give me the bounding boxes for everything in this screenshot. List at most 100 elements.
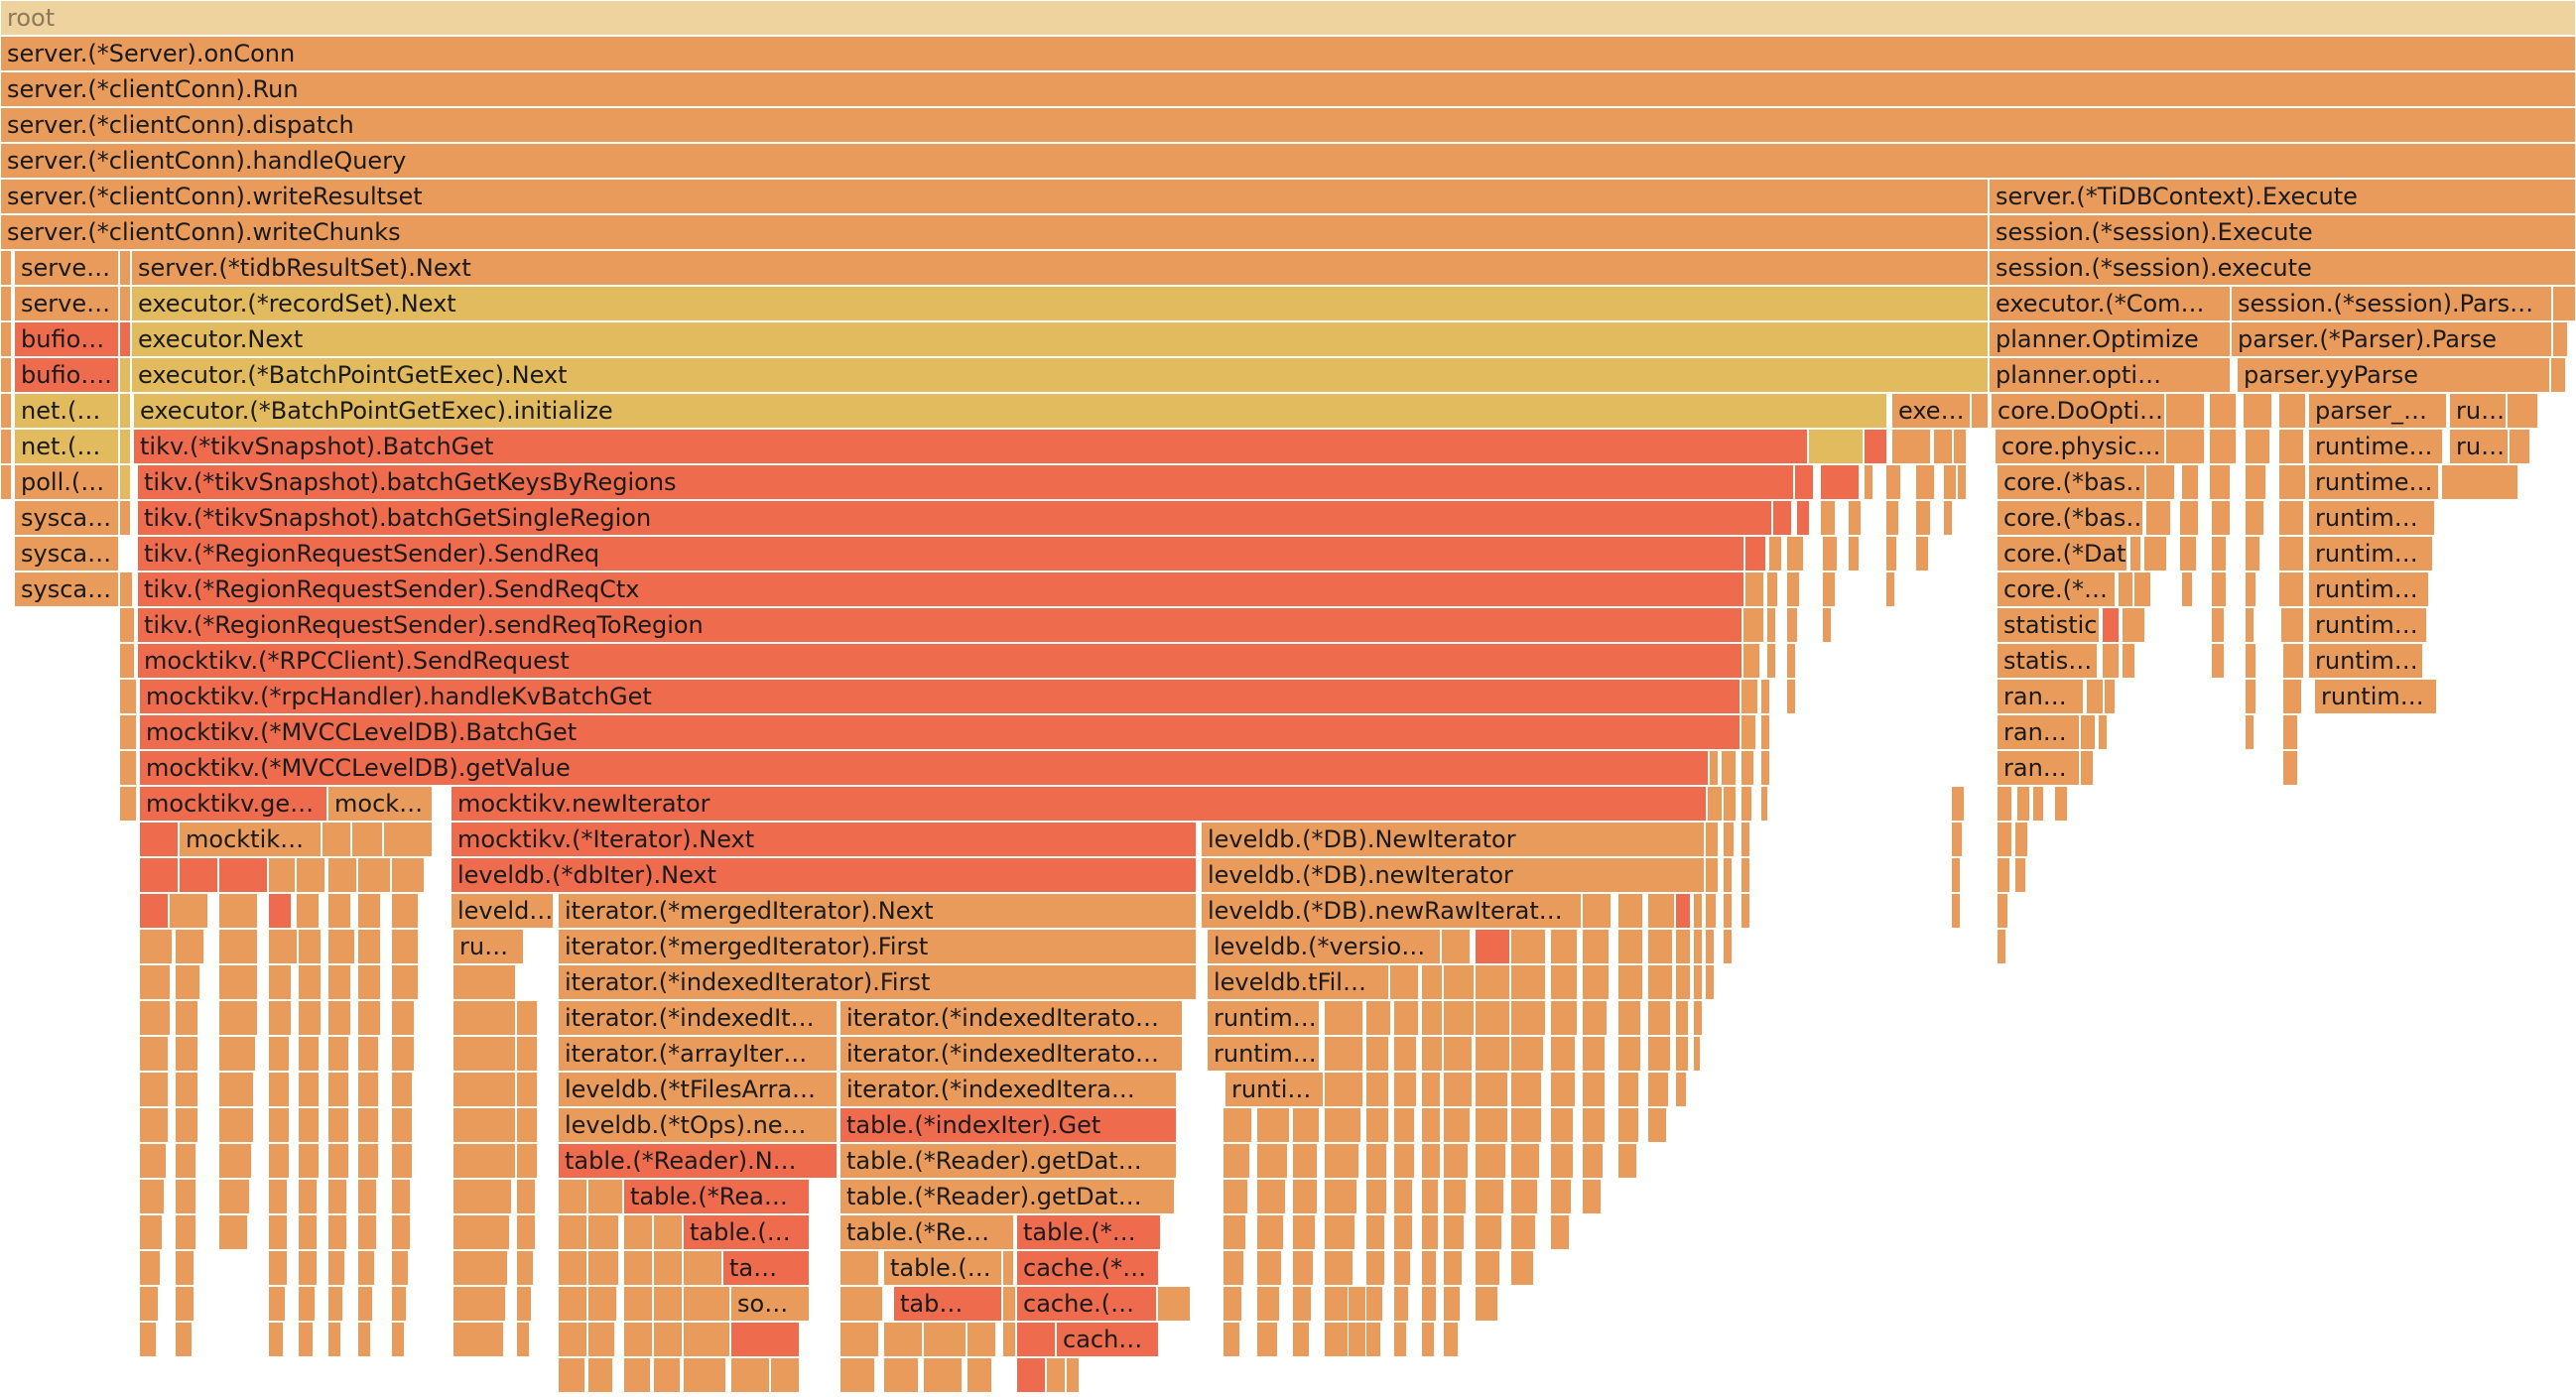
flame-frame[interactable]: runtim… xyxy=(1207,1000,1320,1036)
flame-frame-fragment[interactable] xyxy=(1510,1000,1546,1036)
flame-frame-fragment[interactable] xyxy=(1943,500,1953,536)
flame-frame-fragment[interactable] xyxy=(1393,1286,1409,1322)
flame-frame-fragment[interactable] xyxy=(1721,750,1737,786)
flame-frame-fragment[interactable] xyxy=(1766,607,1776,643)
flame-frame-fragment[interactable] xyxy=(327,1214,347,1250)
flame-frame-fragment[interactable] xyxy=(218,1143,252,1179)
flame-frame-fragment[interactable] xyxy=(1582,1179,1602,1214)
flame-frame-fragment[interactable] xyxy=(1723,893,1733,929)
flame-frame-fragment[interactable] xyxy=(357,857,391,893)
flame-frame[interactable]: server.(*tidbResultSet).Next xyxy=(131,250,1989,286)
flame-frame-fragment[interactable] xyxy=(516,1000,538,1036)
flame-frame-fragment[interactable] xyxy=(1256,1286,1280,1322)
flame-frame-fragment[interactable] xyxy=(623,1357,651,1393)
flame-frame-fragment[interactable] xyxy=(2133,572,2151,607)
flame-frame-fragment[interactable] xyxy=(322,822,351,857)
flame-frame-fragment[interactable] xyxy=(1324,1036,1363,1072)
flame-frame-fragment[interactable] xyxy=(1016,1322,1056,1357)
flame-frame-fragment[interactable] xyxy=(357,1000,381,1036)
flame-frame-fragment[interactable] xyxy=(452,1286,506,1322)
flame-frame-fragment[interactable] xyxy=(1885,572,1895,607)
flame-frame-fragment[interactable] xyxy=(1421,1072,1441,1107)
flame-frame-fragment[interactable] xyxy=(1475,1143,1506,1179)
flame-frame-fragment[interactable] xyxy=(327,1286,343,1322)
flame-frame[interactable]: iterator.(*mergedIterator).First xyxy=(558,929,1197,964)
flame-frame-fragment[interactable] xyxy=(2211,500,2231,536)
flame-frame-fragment[interactable] xyxy=(1223,1286,1242,1322)
flame-frame-fragment[interactable] xyxy=(452,964,516,1000)
flame-frame-fragment[interactable] xyxy=(1693,1036,1701,1072)
flame-frame-fragment[interactable] xyxy=(1740,679,1758,714)
flame-frame-fragment[interactable] xyxy=(623,1322,653,1357)
flame-frame[interactable]: runtim… xyxy=(2308,572,2429,607)
flame-frame-fragment[interactable] xyxy=(1002,1322,1016,1357)
flame-frame[interactable]: tikv.(*RegionRequestSender).sendReqToReg… xyxy=(137,607,1742,643)
flame-frame-fragment[interactable] xyxy=(218,1107,254,1143)
flame-frame-fragment[interactable] xyxy=(298,1214,318,1250)
flame-frame-fragment[interactable] xyxy=(1794,464,1814,500)
flame-frame[interactable]: ran… xyxy=(1996,714,2080,750)
flame-frame-fragment[interactable] xyxy=(357,1107,379,1143)
flame-frame[interactable]: ta… xyxy=(722,1250,810,1286)
flame-frame-fragment[interactable] xyxy=(1421,1250,1437,1286)
flame-frame-fragment[interactable] xyxy=(2122,643,2135,679)
flame-frame-fragment[interactable] xyxy=(1693,893,1703,929)
flame-frame-fragment[interactable] xyxy=(119,572,133,607)
flame-frame-fragment[interactable] xyxy=(1760,786,1768,822)
flame-frame-fragment[interactable] xyxy=(1256,1143,1288,1179)
flame-frame-fragment[interactable] xyxy=(1002,1286,1016,1322)
flame-frame-fragment[interactable] xyxy=(2278,500,2304,536)
flame-frame-fragment[interactable] xyxy=(1421,1179,1439,1214)
flame-frame[interactable]: ran… xyxy=(1996,750,2080,786)
flame-frame-fragment[interactable] xyxy=(2441,464,2518,500)
flame-frame-fragment[interactable] xyxy=(139,1072,169,1107)
flame-frame-fragment[interactable] xyxy=(1740,822,1750,857)
flame-frame-fragment[interactable] xyxy=(298,1072,320,1107)
flame-frame-fragment[interactable] xyxy=(139,1214,163,1250)
flame-frame-fragment[interactable] xyxy=(1996,822,2012,857)
flame-frame-fragment[interactable] xyxy=(2181,572,2193,607)
flame-frame-fragment[interactable] xyxy=(1157,1286,1191,1322)
flame-frame-fragment[interactable] xyxy=(2211,643,2225,679)
flame-frame-fragment[interactable] xyxy=(1996,893,2008,929)
flame-frame[interactable]: server.(*Server).onConn xyxy=(0,36,2576,71)
flame-frame-fragment[interactable] xyxy=(2104,679,2116,714)
flame-frame-fragment[interactable] xyxy=(1617,1072,1639,1107)
flame-frame[interactable]: leveldb.(*DB).newRawIterat… xyxy=(1201,893,1582,929)
flame-frame[interactable]: runtim… xyxy=(2308,536,2433,572)
flame-frame-fragment[interactable] xyxy=(1510,964,1546,1000)
flame-frame-fragment[interactable] xyxy=(516,1072,538,1107)
flame-frame-fragment[interactable] xyxy=(139,1286,159,1322)
flame-frame-fragment[interactable] xyxy=(119,357,131,393)
flame-frame-fragment[interactable] xyxy=(1292,1179,1318,1214)
flame-frame-fragment[interactable] xyxy=(1421,1322,1435,1357)
flame-frame-fragment[interactable] xyxy=(268,929,298,964)
flame-frame-fragment[interactable] xyxy=(1421,1286,1437,1322)
flame-frame-fragment[interactable] xyxy=(139,857,179,893)
flame-frame-fragment[interactable] xyxy=(2145,464,2175,500)
flame-frame-fragment[interactable] xyxy=(966,1357,992,1393)
flame-frame-fragment[interactable] xyxy=(1693,1000,1703,1036)
flame-frame-fragment[interactable] xyxy=(1675,1000,1689,1036)
flame-frame-fragment[interactable] xyxy=(1864,429,1887,464)
flame-frame-fragment[interactable] xyxy=(2086,679,2104,714)
flame-frame[interactable]: table.(*… xyxy=(1016,1214,1161,1250)
flame-frame-fragment[interactable] xyxy=(327,964,351,1000)
flame-frame-fragment[interactable] xyxy=(175,1000,198,1036)
flame-frame-fragment[interactable] xyxy=(1766,643,1776,679)
flame-frame-fragment[interactable] xyxy=(1393,1107,1415,1143)
flame-frame[interactable]: tikv.(*tikvSnapshot).batchGetKeysByRegio… xyxy=(137,464,1794,500)
flame-frame-fragment[interactable] xyxy=(1742,643,1760,679)
flame-frame-fragment[interactable] xyxy=(452,1214,510,1250)
flame-frame-fragment[interactable] xyxy=(119,321,131,357)
flame-frame-fragment[interactable] xyxy=(1002,1250,1014,1286)
flame-frame[interactable]: table.(*Rea… xyxy=(623,1179,810,1214)
flame-frame-fragment[interactable] xyxy=(1550,929,1578,964)
flame-frame-fragment[interactable] xyxy=(1786,572,1800,607)
flame-frame-fragment[interactable] xyxy=(2179,536,2197,572)
flame-frame[interactable]: iterator.(*indexedIterato… xyxy=(839,1000,1183,1036)
flame-frame[interactable]: mocktikv.(*rpcHandler).handleKvBatchGet xyxy=(139,679,1740,714)
flame-frame[interactable]: mocktikv.(*Iterator).Next xyxy=(451,822,1197,857)
flame-frame-fragment[interactable] xyxy=(139,1000,171,1036)
flame-frame-fragment[interactable] xyxy=(298,1322,314,1357)
